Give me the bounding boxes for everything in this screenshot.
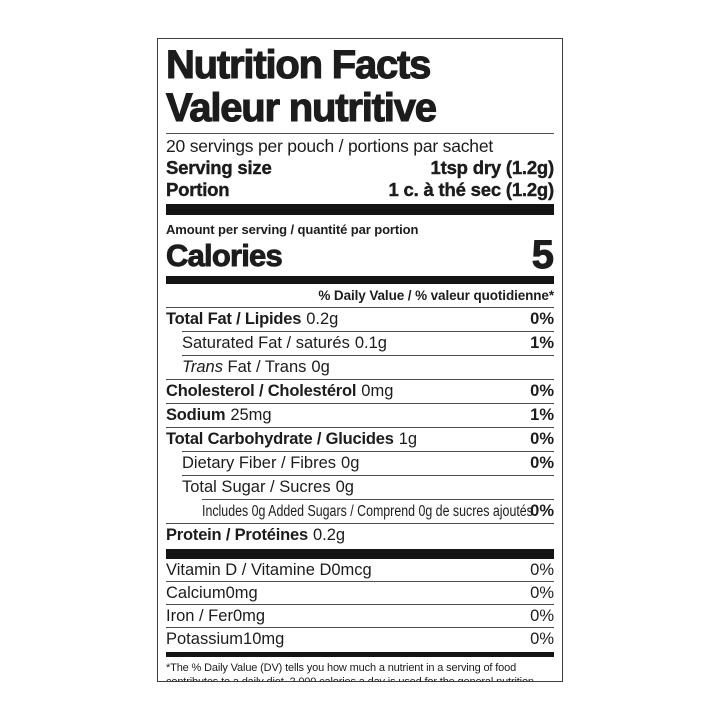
servings-per-container: 20 servings per pouch / portions par sac… [166,136,494,156]
nutrient-row-dietary-fiber: Dietary Fiber / Fibres 0g 0% [182,452,554,475]
divider [182,331,554,332]
nutrient-row-total-fat: Total Fat / Lipides 0.2g 0% [166,308,554,331]
micronutrient-row-iron: Iron / Fer0mg 0% [166,605,554,627]
nutrient-name: Total Sugar / Sucres [182,478,331,496]
nutrient-percent: 0% [530,629,554,648]
divider [202,499,554,500]
nutrient-amount: 0.2g [306,310,339,328]
divider [166,427,554,428]
nutrient-row-saturated-fat: Saturated Fat / saturés 0.1g 1% [182,332,554,355]
nutrient-row-protein: Protein / Protéines 0.2g [166,524,554,547]
serving-size-row-fr: Portion 1 c. à thé sec (1.2g) [166,179,555,201]
nutrient-name: Dietary Fiber / Fibres [182,454,337,472]
nutrient-percent: 0% [530,382,554,400]
nutrient-row-cholesterol: Cholesterol / Cholestérol 0mg 0% [166,380,554,403]
nutrient-amount: 0g [341,454,360,472]
nutrient-amount: 0mg [232,606,266,625]
nutrient-row-added-sugars: Includes 0g Added Sugars / Comprend 0g d… [202,500,554,523]
divider [166,307,554,308]
nutrient-name-italic: Trans [182,358,223,376]
divider [166,523,554,524]
thick-separator-bar [166,652,554,657]
serving-size-row-en: Serving size 1tsp dry (1.2g) [166,157,555,179]
nutrient-amount: 0mg [225,583,258,602]
divider [166,133,554,134]
nutrient-percent: 0% [530,430,554,448]
micronutrient-row-potassium: Potassium10mg 0% [166,628,554,650]
nutrient-percent: 0% [530,502,554,520]
divider [182,355,554,356]
nutrient-name: Protein / Protéines [166,526,308,544]
nutrient-name: Iron / Fer [166,606,233,625]
serving-size-value-en: 1tsp dry (1.2g) [430,157,554,178]
nutrient-name: Vitamin D / Vitamine D [166,560,332,579]
footnote-daily-value: *The % Daily Value (DV) tells you how mu… [166,662,534,682]
title-french: Valeur nutritive [165,86,437,130]
micronutrient-row-vitamin-d: Vitamin D / Vitamine D0mcg 0% [166,559,554,581]
divider [166,627,554,628]
footnote-block: *The % Daily Value (DV) tells you how mu… [166,662,554,682]
nutrient-name: Total Fat / Lipides [166,310,302,328]
divider [166,581,554,582]
nutrient-name: Sodium [166,406,226,424]
nutrient-name: Fat / Trans [227,358,307,376]
nutrient-percent: 0% [530,560,554,579]
nutrient-percent: 1% [530,406,554,424]
nutrient-amount: 0.2g [313,526,346,544]
nutrient-row-sodium: Sodium 25mg 1% [166,404,554,427]
nutrient-percent: 0% [530,606,554,625]
nutrient-amount: 1g [398,430,418,448]
thick-separator-bar [166,549,554,559]
calories-row: Calories 5 [166,233,555,277]
title-english: Nutrition Facts [165,43,432,87]
thick-separator-bar [166,204,554,215]
micronutrient-row-calcium: Calcium0mg 0% [166,582,554,604]
nutrient-name: Total Carbohydrate / Glucides [166,430,394,448]
nutrient-name: Cholesterol / Cholestérol [166,382,357,400]
divider [166,379,554,380]
nutrient-row-trans-fat: Trans Fat / Trans 0g [182,356,554,379]
divider [182,475,554,476]
nutrient-percent: 0% [530,583,554,602]
nutrient-name: Saturated Fat / saturés [182,334,350,352]
divider [166,403,554,404]
serving-size-label-fr: Portion [166,179,230,200]
nutrient-row-total-sugar: Total Sugar / Sucres 0g [182,476,554,499]
nutrient-percent: 1% [530,334,554,352]
nutrient-amount: 10mg [243,629,285,648]
nutrient-name: Potassium [166,629,244,648]
divider [182,451,554,452]
nutrient-amount: 0mg [361,382,394,400]
calories-value: 5 [531,233,554,277]
calories-label: Calories [166,238,284,273]
nutrient-percent: 0% [530,310,554,328]
serving-size-value-fr: 1 c. à thé sec (1.2g) [388,179,554,200]
nutrient-amount: 0mcg [331,560,372,579]
daily-value-header: % Daily Value / % valeur quotidienne* [318,288,554,303]
serving-size-label-en: Serving size [166,157,272,178]
nutrient-amount: 0g [335,478,354,496]
divider [166,604,554,605]
nutrient-row-total-carbohydrate: Total Carbohydrate / Glucides 1g 0% [166,428,554,451]
nutrient-percent: 0% [530,454,554,472]
amount-per-serving-header: Amount per serving / quantité par portio… [166,222,419,237]
nutrition-facts-label: Nutrition Facts Valeur nutritive 20 serv… [157,38,563,682]
thick-separator-bar [166,276,554,284]
nutrient-amount: 25mg [230,406,272,424]
nutrient-name: Calcium [166,583,226,602]
nutrient-amount: 0g [311,358,330,376]
nutrient-name: Includes 0g Added Sugars / Comprend 0g d… [202,503,533,520]
nutrient-amount: 0.1g [354,334,387,352]
